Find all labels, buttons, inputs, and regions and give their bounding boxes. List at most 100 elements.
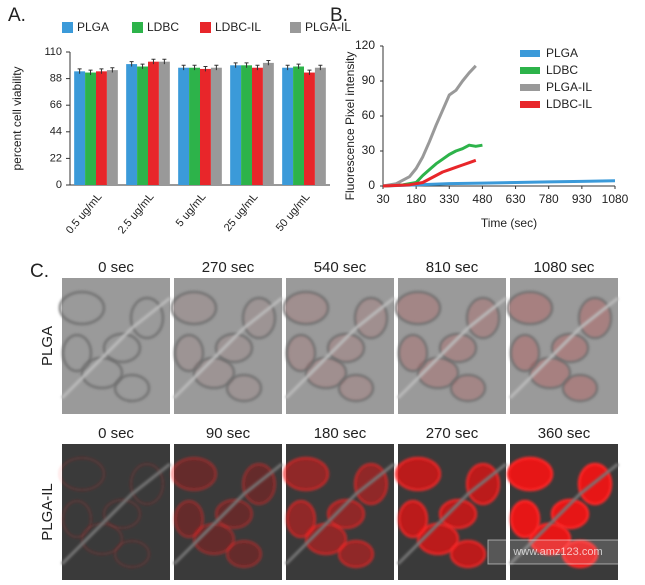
x-tick-label: 5 ug/mL [174,191,209,229]
legend-swatch [62,22,73,33]
cell [214,498,254,530]
bar [282,67,294,185]
cell-edge [508,462,619,566]
cell [129,296,165,340]
x-tick-label: 30 [376,192,390,206]
panel-label: C. [30,261,49,282]
watermark-box [487,539,629,565]
x-tick-label: 180 [406,192,426,206]
error-bar [151,58,156,65]
cell [550,332,590,364]
y-axis-label: Fluorescence Pixel intensity [343,52,357,201]
time-label: 270 sec [426,425,479,442]
error-bar [244,62,249,68]
micrograph [58,278,171,414]
legend-swatch [520,50,540,57]
cell [58,456,106,492]
error-bar [233,62,238,68]
time-label: 90 sec [206,425,251,442]
line [382,158,477,188]
cell [102,498,142,530]
error-bar [296,63,301,69]
cell-edge [284,296,395,400]
y-axis-label: percent cell viability [10,66,24,170]
micrograph [170,444,283,580]
cell-edge [508,296,619,400]
time-label: 180 sec [314,425,367,442]
line [382,64,477,188]
cell [170,290,218,326]
legend-label: LDBC-IL [215,20,261,34]
y-tick-label: 66 [50,99,62,111]
cell [506,456,554,492]
y-tick-label: 90 [362,73,376,87]
bar [158,61,170,185]
bar [148,61,159,185]
bar [241,65,252,185]
y-tick-label: 0 [368,178,375,192]
legend-label: PLGA [77,20,109,34]
bar [210,67,222,185]
cell [214,332,254,364]
row-label: PLGA [39,326,56,366]
legend-swatch [132,22,143,33]
micrograph [282,278,395,414]
cell [561,539,599,569]
time-label: 360 sec [538,425,591,442]
panel-label: B. [330,5,348,26]
legend-swatch [200,22,211,33]
time-label: 0 sec [98,425,134,442]
micrograph [170,278,283,414]
cell [550,498,590,530]
cell [285,333,317,373]
cell [102,332,142,364]
time-label: 1080 sec [534,259,595,276]
cell [397,499,429,539]
error-bar [203,66,208,72]
line [382,143,483,188]
error-bar [129,61,134,67]
y-tick-label: 44 [50,126,62,138]
y-tick-label: 30 [362,143,376,157]
bar [200,68,211,185]
cell [506,290,554,326]
error-bar [285,64,290,71]
x-tick-label: 50 ug/mL [274,191,313,234]
error-bar [162,58,167,65]
error-bar [140,63,145,69]
cell-edge [60,462,171,566]
y-tick-label: 88 [50,73,62,85]
legend-swatch [520,67,540,74]
cell [394,456,442,492]
error-bar [99,68,104,74]
error-bar [181,64,186,71]
cell [561,373,599,403]
error-bar [88,69,93,75]
legend-label: LDBC-IL [546,97,592,111]
time-label: 0 sec [98,259,134,276]
x-tick-label: 480 [472,192,492,206]
micrograph [394,278,507,414]
cell [225,539,263,569]
bar [304,72,315,185]
cell-edge [396,296,507,400]
time-label: 810 sec [426,259,479,276]
x-tick-label: 780 [539,192,559,206]
error-bar [307,69,312,75]
cell-edge [60,296,171,400]
legend-swatch [520,101,540,108]
cell [438,498,478,530]
time-label: 540 sec [314,259,367,276]
legend-label: PLGA-IL [305,20,351,34]
line [382,179,616,188]
row-label: PLGA-IL [39,483,56,541]
y-tick-label: 60 [362,108,376,122]
time-label: 270 sec [202,259,255,276]
cell [61,499,93,539]
error-bar [255,64,260,71]
cell [449,373,487,403]
error-bar [192,64,197,71]
error-bar [266,59,271,66]
bar [293,66,304,185]
